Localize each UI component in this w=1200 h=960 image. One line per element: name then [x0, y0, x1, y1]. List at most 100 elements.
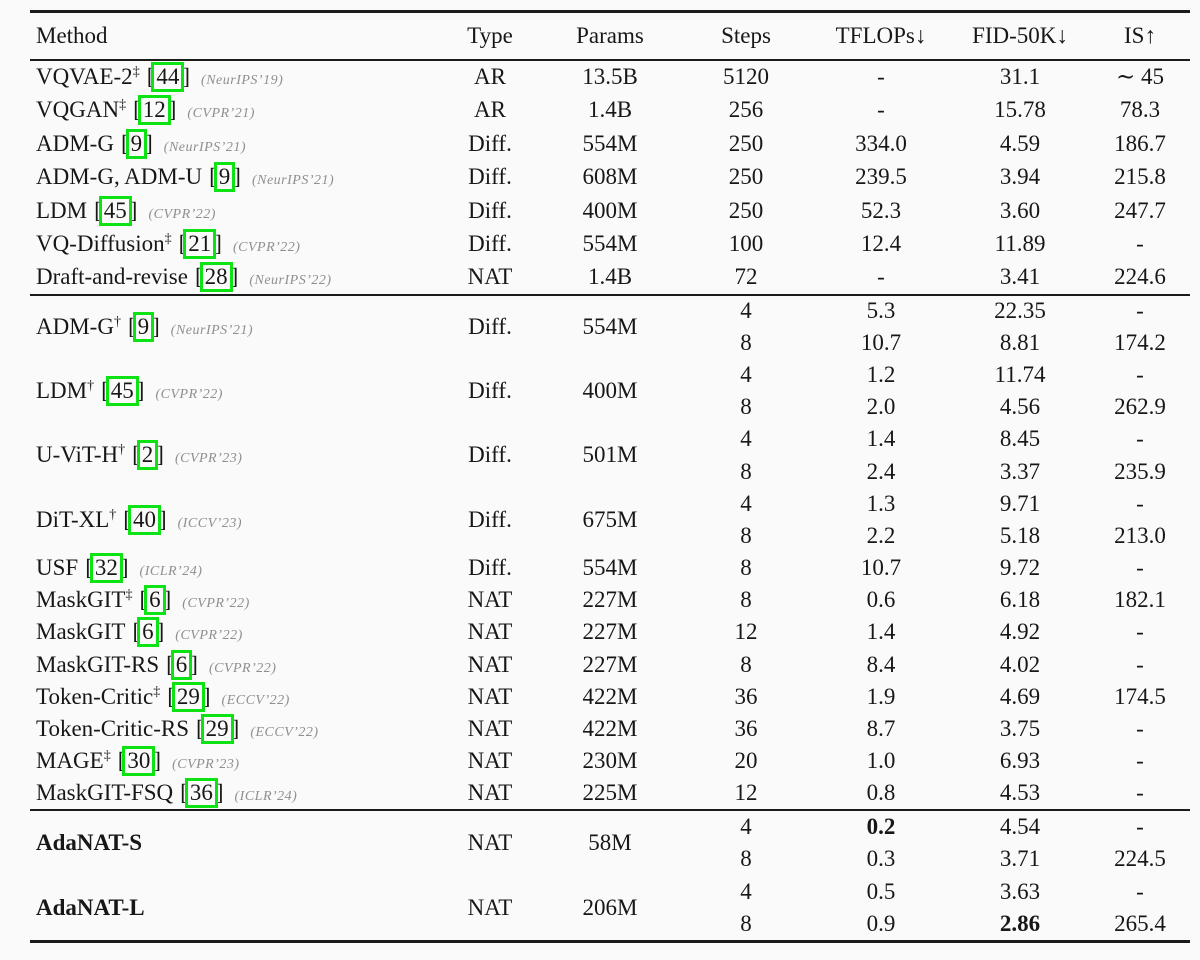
citation-number-box[interactable]: 12 [137, 95, 171, 126]
params-cell: 227M [582, 651, 638, 677]
fid-cell: 4.59 [999, 130, 1041, 156]
params-cell: 400M [582, 197, 638, 223]
fid-cell: 15.78 [994, 97, 1046, 123]
citation-number-box[interactable]: 36 [184, 777, 218, 808]
citation-number-box[interactable]: 28 [199, 262, 233, 293]
method-cell: LDM [45] (CVPR’22) [30, 194, 440, 228]
citation-number-box[interactable]: 6 [170, 649, 193, 680]
type-cell: NAT [467, 587, 513, 613]
table-row: DiT-XL† [40] (ICCV’23) Diff. 675M 4 1.3 9.71 - [30, 488, 1190, 535]
dagger-mark: † [118, 442, 126, 458]
method-name: LDM [36, 197, 88, 223]
method-cell: MaskGIT‡ [6] (CVPR’22) [30, 584, 440, 616]
steps-cell: 12 [734, 619, 758, 645]
method-cell: MaskGIT-RS [6] (CVPR’22) [30, 649, 440, 681]
is-cell: - [1136, 555, 1144, 581]
citation-close-bracket: ] [136, 378, 145, 404]
citation-number-box[interactable]: 29 [171, 681, 205, 712]
citation-link: [6] [166, 649, 198, 680]
method-cell: Draft-and-revise [28] (NeurIPS’22) [30, 261, 440, 295]
fid-cell: 8.45 [999, 426, 1041, 452]
citation-link: [44] [147, 62, 191, 93]
citation-number-box[interactable]: 9 [132, 312, 154, 343]
is-cell: 247.7 [1114, 197, 1166, 223]
venue-label: (CVPR’23) [174, 451, 243, 467]
tflops-cell: 0.6 [866, 587, 896, 613]
type-cell: NAT [467, 716, 513, 742]
citation-number-box[interactable]: 30 [122, 746, 156, 777]
type-cell: Diff. [468, 130, 512, 156]
steps-cell: 8 [740, 394, 752, 420]
type-cell: NAT [467, 830, 513, 855]
citation-open-bracket: [ [139, 587, 148, 613]
method-name: ADM-G, ADM-U [36, 164, 203, 190]
fid-cell: 3.94 [999, 164, 1041, 190]
citation-open-bracket: [ [209, 164, 217, 190]
params-cell: 675M [582, 506, 638, 532]
citation-link: [30] [118, 746, 162, 777]
method-cell: DiT-XL† [40] (ICCV’23) [30, 488, 440, 552]
citation-open-bracket: [ [101, 378, 109, 404]
citation-number-box[interactable]: 6 [144, 585, 166, 616]
is-cell: 235.9 [1114, 458, 1166, 484]
table-row: MaskGIT-FSQ [36] (ICLR’24) NAT 225M 12 0.8 4.53… [30, 777, 1190, 809]
citation-number-box[interactable]: 45 [105, 376, 139, 407]
citation-open-bracket: [ [132, 619, 141, 645]
type-cell: AR [474, 97, 506, 123]
fid-cell: 3.60 [999, 197, 1041, 223]
citation-number-box[interactable]: 29 [200, 714, 234, 745]
fid-cell: 4.92 [999, 619, 1041, 645]
citation-open-bracket: [ [166, 651, 174, 677]
citation-number-box[interactable]: 6 [137, 617, 159, 648]
method-name: VQVAE-2 [36, 64, 133, 90]
citation-number-box[interactable]: 32 [89, 553, 123, 584]
venue-label: (ICCV’23) [177, 515, 242, 531]
params-cell: 227M [582, 587, 638, 613]
type-cell: Diff. [468, 231, 512, 257]
dagger-mark: ‡ [119, 97, 127, 113]
citation-number-box[interactable]: 21 [183, 229, 217, 260]
fid-cell: 4.02 [999, 651, 1041, 677]
table-row: 8 0.3 3.71 224.5 [30, 843, 1190, 876]
type-cell: NAT [467, 264, 513, 290]
method-cell: AdaNAT-L [30, 876, 440, 942]
venue-label: (ECCV’22) [250, 725, 319, 741]
column-header-2: Params [540, 11, 680, 61]
citation-close-bracket: ] [214, 231, 222, 257]
steps-cell: 250 [728, 130, 764, 156]
table-row: VQGAN‡ [12] (CVPR’21) AR 1.4B 256 - 15.78 78.3 [30, 94, 1190, 128]
citation-number-box[interactable]: 40 [127, 504, 161, 535]
citation-close-bracket: ] [182, 64, 191, 90]
tflops-cell: - [877, 97, 885, 123]
citation-open-bracket: [ [85, 555, 93, 581]
citation-close-bracket: ] [156, 619, 165, 645]
citation-number-box[interactable]: 9 [125, 128, 147, 159]
fid-cell: 3.63 [999, 879, 1041, 904]
citation-number-box[interactable]: 45 [98, 195, 132, 226]
tflops-cell: 0.2 [866, 813, 896, 839]
venue-label: (CVPR’22) [208, 660, 277, 676]
params-cell: 554M [582, 231, 638, 257]
citation-link: [12] [133, 95, 176, 126]
citation-open-bracket: [ [123, 506, 131, 532]
tflops-cell: 334.0 [855, 130, 907, 156]
type-cell: Diff. [468, 314, 512, 340]
dagger-mark: † [87, 378, 95, 394]
tflops-cell: 10.7 [860, 329, 902, 355]
method-cell: MaskGIT [6] (CVPR’22) [30, 616, 440, 648]
type-cell: NAT [467, 619, 513, 645]
citation-number-box[interactable]: 2 [136, 440, 159, 471]
citation-number-box[interactable]: 44 [151, 62, 185, 93]
table-row: LDM† [45] (CVPR’22) Diff. 400M 4 1.2 11.74 - [30, 359, 1190, 407]
table-row: VQ-Diffusion‡ [21] (CVPR’22) Diff. 554M 100 12… [30, 228, 1190, 262]
citation-close-bracket: ] [153, 748, 162, 774]
citation-link: [45] [94, 195, 137, 226]
is-cell: - [1136, 426, 1144, 452]
citation-number-box[interactable]: 9 [213, 162, 236, 193]
table-row: 8 10.7 8.81 174.2 [30, 327, 1190, 359]
params-cell: 400M [582, 378, 638, 404]
method-name: Draft-and-revise [36, 264, 188, 290]
table-row: 8 2.0 4.56 262.9 [30, 391, 1190, 423]
citation-link: [40] [123, 504, 167, 535]
method-name: U-ViT-H [36, 442, 119, 468]
